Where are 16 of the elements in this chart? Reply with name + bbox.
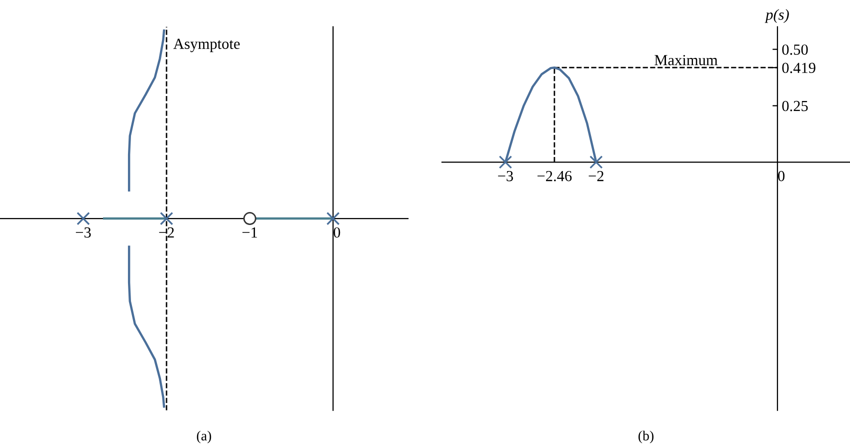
- x-tick-label: 0: [334, 227, 340, 238]
- y-tick-label: 0.50: [782, 44, 808, 55]
- y-tick-label: 0.419: [782, 62, 816, 74]
- text: (b): [638, 430, 654, 444]
- x-tick-label: −2.46: [538, 170, 572, 182]
- text: (a): [196, 430, 212, 444]
- x-tick-label: −3: [76, 227, 91, 238]
- y-tick-label: 0.25: [782, 100, 808, 112]
- x-tick-label: 0: [778, 170, 785, 182]
- ref-line-label: Asymptote: [173, 38, 240, 52]
- y-axis-title: p(s): [764, 9, 789, 23]
- x-tick-label: −2: [159, 227, 174, 238]
- x-tick-label: −1: [242, 227, 258, 238]
- x-tick-label: −3: [498, 170, 513, 182]
- x-tick-label: −2: [588, 170, 604, 182]
- annotation: Maximum: [654, 55, 718, 66]
